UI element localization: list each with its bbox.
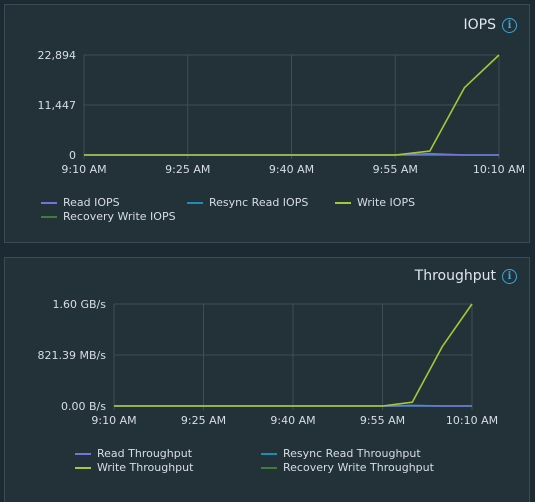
- legend-write-iops[interactable]: Write IOPS: [335, 196, 415, 209]
- throughput-legend: Read Throughput Resync Read Throughput W…: [75, 447, 525, 487]
- legend-label: Recovery Write IOPS: [63, 210, 176, 223]
- x-tick-label: 9:55 AM: [373, 163, 418, 176]
- info-icon[interactable]: i: [502, 17, 517, 33]
- y-tick-label: 0.00 B/s: [61, 400, 106, 413]
- y-tick-label: 22,894: [38, 49, 77, 62]
- legend-swatch: [41, 201, 57, 204]
- y-tick-label: 0: [69, 149, 76, 162]
- legend-resync-read-iops[interactable]: Resync Read IOPS: [187, 196, 308, 209]
- legend-swatch: [75, 452, 91, 455]
- legend-swatch: [187, 201, 203, 204]
- legend-label: Resync Read IOPS: [209, 196, 309, 209]
- iops-title: IOPS i: [464, 17, 517, 33]
- throughput-panel: Throughput i 1.60 GB/s 821.39 MB/s 0.00 B/…: [4, 257, 530, 502]
- legend-recovery-write-iops[interactable]: Recovery Write IOPS: [41, 210, 176, 223]
- legend-swatch: [261, 452, 277, 455]
- x-tick-label: 9:10 AM: [91, 414, 136, 427]
- legend-read-throughput[interactable]: Read Throughput: [75, 447, 192, 460]
- throughput-title: Throughput i: [415, 268, 517, 284]
- y-tick-label: 11,447: [38, 99, 77, 112]
- legend-swatch: [261, 466, 277, 469]
- x-tick-label: 9:55 AM: [360, 414, 405, 427]
- x-tick-label: 9:25 AM: [165, 163, 210, 176]
- y-tick-label: 821.39 MB/s: [38, 349, 107, 362]
- x-tick-label: 9:25 AM: [181, 414, 226, 427]
- iops-panel: IOPS i 22,894 11,447 0 9:10 AM 9:25 AM 9:40 A…: [4, 4, 530, 243]
- legend-read-iops[interactable]: Read IOPS: [41, 196, 120, 209]
- legend-label: Read IOPS: [63, 196, 120, 209]
- iops-legend: Read IOPS Resync Read IOPS Write IOPS Re…: [41, 196, 521, 236]
- series-line-2: [114, 303, 473, 407]
- legend-label: Recovery Write Throughput: [283, 461, 434, 474]
- legend-label: Read Throughput: [97, 447, 193, 460]
- legend-resync-read-throughput[interactable]: Resync Read Throughput: [261, 447, 421, 460]
- legend-label: Resync Read Throughput: [283, 447, 421, 460]
- legend-recovery-write-throughput[interactable]: Recovery Write Throughput: [261, 461, 434, 474]
- info-icon[interactable]: i: [502, 268, 517, 284]
- legend-label: Write Throughput: [97, 461, 194, 474]
- iops-title-label: IOPS: [463, 17, 496, 33]
- series-line-2: [84, 54, 500, 156]
- throughput-chart: 1.60 GB/s 821.39 MB/s 0.00 B/s9:10 AM 9:25 …: [38, 298, 499, 427]
- legend-swatch: [335, 201, 351, 204]
- iops-chart: 22,894 11,447 09:10 AM 9:25 AM 9:40 AM 9:55 A…: [38, 49, 526, 176]
- x-tick-label: 9:10 AM: [61, 163, 106, 176]
- legend-swatch: [75, 466, 91, 469]
- legend-label: Write IOPS: [357, 196, 416, 209]
- legend-swatch: [41, 215, 57, 218]
- y-tick-label: 1.60 GB/s: [53, 298, 107, 311]
- legend-write-throughput[interactable]: Write Throughput: [75, 461, 193, 474]
- x-tick-label: 9:40 AM: [269, 163, 314, 176]
- x-tick-label: 9:40 AM: [270, 414, 315, 427]
- x-tick-label: 10:10 AM: [446, 414, 498, 427]
- throughput-title-label: Throughput: [414, 268, 496, 284]
- x-tick-label: 10:10 AM: [473, 163, 525, 176]
